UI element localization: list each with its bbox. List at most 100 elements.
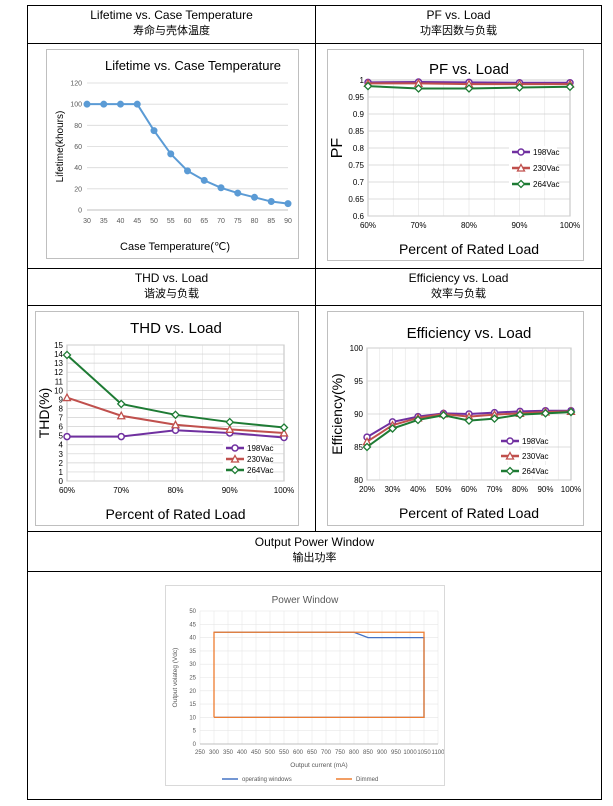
eff-chart: Efficiency vs. Load 80 85 90 95 100 20% 30% 40% 5… bbox=[329, 325, 581, 521]
y-tick-label: 45 bbox=[189, 622, 196, 628]
y-tick-label: 120 bbox=[70, 81, 82, 88]
lifetime-chart: Lifetime vs. Case Temperature 0 20 40 60 80 10… bbox=[55, 58, 292, 253]
y-axis-label: THD(%) bbox=[36, 388, 52, 439]
y-tick-label: 10 bbox=[189, 715, 196, 721]
caption-pf-en: PF vs. Load bbox=[426, 8, 491, 22]
row-divider bbox=[27, 571, 602, 572]
y-tick-label: 100 bbox=[70, 102, 82, 109]
x-tick-label: 700 bbox=[321, 750, 332, 756]
x-tick-label: 90 bbox=[284, 218, 292, 225]
x-tick-label: 900 bbox=[377, 750, 388, 756]
legend-marker bbox=[516, 163, 526, 172]
legend-background bbox=[498, 450, 546, 461]
data-point bbox=[284, 200, 292, 208]
y-tick-label: 50 bbox=[189, 609, 196, 615]
legend-label: 264Vac bbox=[247, 466, 274, 475]
data-point bbox=[515, 410, 525, 420]
y-tick-label: 95 bbox=[354, 377, 363, 386]
y-tick-label: 0.8 bbox=[353, 144, 365, 153]
y-tick-label: 40 bbox=[74, 165, 82, 172]
chart-title: Efficiency vs. Load bbox=[407, 325, 532, 342]
x-tick-label: 60% bbox=[360, 221, 376, 230]
data-point bbox=[184, 167, 191, 175]
y-tick-label: 11 bbox=[55, 377, 64, 386]
data-point bbox=[464, 416, 474, 426]
lifetime-chart-box: Lifetime vs. Case Temperature 0 20 40 60 80 10… bbox=[46, 49, 299, 259]
data-point bbox=[225, 424, 235, 433]
y-tick-label: 0.95 bbox=[348, 93, 364, 102]
y-tick-label: 5 bbox=[59, 432, 64, 441]
legend-label: 230Vac bbox=[533, 164, 560, 173]
y-tick-label: 15 bbox=[54, 341, 63, 350]
x-tick-label: 30% bbox=[384, 485, 400, 494]
data-point bbox=[414, 84, 423, 93]
x-tick-label: 60% bbox=[461, 485, 477, 494]
data-point bbox=[413, 415, 423, 425]
x-tick-label: 90% bbox=[222, 486, 238, 495]
x-tick-label: 50 bbox=[150, 218, 158, 225]
legend-background bbox=[498, 435, 546, 446]
x-tick-label: 350 bbox=[223, 750, 234, 756]
x-tick-label: 80% bbox=[167, 486, 183, 495]
chart-title: PF vs. Load bbox=[429, 61, 509, 78]
y-tick-label: 0.65 bbox=[348, 195, 364, 204]
legend-label: 230Vac bbox=[247, 455, 274, 464]
data-point bbox=[62, 392, 72, 402]
x-tick-label: 55 bbox=[167, 218, 175, 225]
caption-eff-zh: 效率与负载 bbox=[431, 287, 486, 300]
row-divider bbox=[27, 268, 602, 269]
x-tick-label: 70% bbox=[486, 485, 502, 494]
legend-background bbox=[509, 178, 557, 189]
legend-label: 230Vac bbox=[522, 452, 549, 461]
data-point bbox=[541, 408, 550, 418]
y-tick-label: 35 bbox=[189, 649, 196, 655]
y-tick-label: 1 bbox=[59, 468, 64, 477]
data-point bbox=[116, 399, 126, 409]
data-point bbox=[279, 428, 289, 437]
x-tick-label: 85 bbox=[267, 218, 275, 225]
x-tick-label: 70 bbox=[217, 218, 225, 225]
data-point bbox=[117, 100, 124, 108]
legend-marker bbox=[230, 465, 240, 475]
legend-background bbox=[223, 442, 271, 453]
y-tick-label: 3 bbox=[59, 450, 64, 459]
chart-title: Lifetime vs. Case Temperature bbox=[105, 58, 281, 73]
y-tick-label: 1 bbox=[360, 76, 365, 85]
legend-marker bbox=[231, 444, 239, 452]
legend-label: 198Vac bbox=[522, 437, 549, 446]
x-axis-label: Percent of Rated Load bbox=[105, 506, 245, 522]
x-tick-label: 70% bbox=[113, 486, 129, 495]
legend-background bbox=[498, 465, 546, 476]
x-tick-label: 500 bbox=[265, 750, 276, 756]
data-point bbox=[83, 100, 91, 108]
chart-title: THD vs. Load bbox=[130, 320, 222, 337]
caption-pf: PF vs. Load 功率因数与负载 bbox=[316, 7, 601, 39]
y-tick-label: 7 bbox=[59, 414, 64, 423]
caption-power-en: Output Power Window bbox=[254, 535, 375, 549]
x-axis-label: Percent of Rated Load bbox=[399, 505, 539, 521]
data-point bbox=[439, 410, 448, 420]
y-tick-label: 60 bbox=[74, 144, 82, 151]
y-tick-label: 14 bbox=[54, 350, 63, 359]
caption-eff-en: Efficiency vs. Load bbox=[408, 271, 509, 285]
y-axis-label: PF bbox=[329, 138, 346, 159]
x-axis-label: Case Temperature(℃) bbox=[120, 241, 230, 253]
x-tick-label: 20% bbox=[359, 485, 375, 494]
x-tick-label: 80% bbox=[461, 221, 477, 230]
y-tick-label: 8 bbox=[59, 404, 64, 413]
data-point bbox=[490, 414, 499, 424]
y-tick-label: 80 bbox=[74, 123, 82, 130]
y-axis-label: Efficiency(%) bbox=[329, 373, 345, 454]
y-tick-label: 4 bbox=[59, 441, 64, 450]
data-point bbox=[63, 432, 71, 441]
legend-marker bbox=[517, 148, 525, 156]
x-tick-label: 35 bbox=[100, 218, 108, 225]
data-point bbox=[388, 424, 397, 433]
caption-pf-zh: 功率因数与负载 bbox=[420, 24, 497, 37]
x-tick-label: 60 bbox=[184, 218, 192, 225]
caption-eff: Efficiency vs. Load 效率与负载 bbox=[316, 270, 601, 302]
legend-marker bbox=[516, 179, 526, 189]
data-point bbox=[234, 189, 242, 197]
x-tick-label: 90% bbox=[537, 485, 553, 494]
